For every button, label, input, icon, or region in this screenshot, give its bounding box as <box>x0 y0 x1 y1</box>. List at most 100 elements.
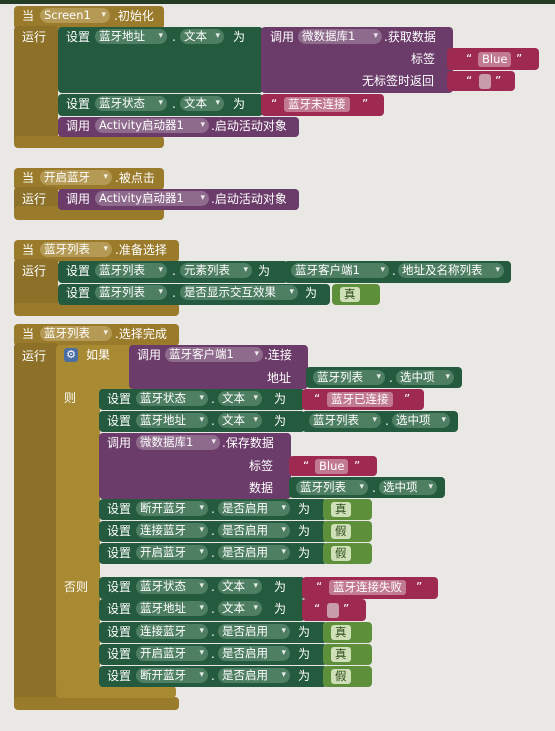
do-label: 运行 <box>22 30 47 44</box>
target-dropdown-open-bt[interactable]: 开启蓝牙 <box>136 646 208 661</box>
prop-dropdown-enabled[interactable]: 是否启用 <box>218 523 290 538</box>
notfound-label: 无标签时返回 <box>362 74 435 88</box>
logic-dropdown-true[interactable]: 真 <box>340 287 360 302</box>
target-dropdown-connect-bt[interactable]: 连接蓝牙 <box>136 624 208 639</box>
prop-dropdown-elements[interactable]: 元素列表 <box>180 263 252 278</box>
prop-dropdown-show-feedback[interactable]: 是否显示交互效果 <box>180 285 298 300</box>
target-dropdown-bt-address[interactable]: 蓝牙地址 <box>136 601 208 616</box>
quote-close: ” <box>416 580 423 594</box>
quote-close: ” <box>404 392 411 406</box>
component-dropdown-bt-list[interactable]: 蓝牙列表 <box>309 413 381 428</box>
to-label: 为 <box>233 97 246 111</box>
text-field-disconnected[interactable]: 蓝牙未连接 <box>284 97 350 112</box>
component-dropdown-activity1[interactable]: Activity启动器1 <box>95 118 209 133</box>
prop-dropdown-text[interactable]: 文本 <box>218 601 262 616</box>
target-dropdown-disconnect-bt[interactable]: 断开蓝牙 <box>136 668 208 683</box>
component-dropdown-bt-list[interactable]: 蓝牙列表 <box>296 480 368 495</box>
component-dropdown-screen1[interactable]: Screen1 <box>40 8 110 23</box>
to-label: 为 <box>298 524 311 538</box>
set-label: 设置 <box>107 414 132 428</box>
prop-dropdown-text[interactable]: 文本 <box>180 29 224 44</box>
prop-dropdown-enabled[interactable]: 是否启用 <box>218 545 290 560</box>
prop-dropdown-selection[interactable]: 选中项 <box>392 413 450 428</box>
set-label: 设置 <box>107 625 132 639</box>
text-field-connected[interactable]: 蓝牙已连接 <box>327 392 393 407</box>
data-label: 数据 <box>249 481 274 495</box>
prop-dropdown-text[interactable]: 文本 <box>218 391 262 406</box>
to-label: 为 <box>298 546 311 560</box>
dot-label: . <box>389 371 393 385</box>
set-label: 设置 <box>66 286 91 300</box>
component-dropdown-bt-client1[interactable]: 蓝牙客户端1 <box>165 347 263 362</box>
set-label: 设置 <box>66 264 91 278</box>
to-label: 为 <box>274 414 287 428</box>
target-dropdown-bt-address[interactable]: 蓝牙地址 <box>95 29 167 44</box>
target-dropdown-bt-status[interactable]: 蓝牙状态 <box>95 96 167 111</box>
prop-dropdown-enabled[interactable]: 是否启用 <box>218 646 290 661</box>
prop-dropdown-selection[interactable]: 选中项 <box>379 480 437 495</box>
set-label: 设置 <box>66 97 91 111</box>
target-dropdown-bt-address[interactable]: 蓝牙地址 <box>136 413 208 428</box>
prop-dropdown-text[interactable]: 文本 <box>218 579 262 594</box>
call-label: 调用 <box>66 119 91 133</box>
event-footer-bt-list-after <box>14 697 179 710</box>
logic-dropdown-false[interactable]: 假 <box>331 524 351 539</box>
logic-dropdown-true[interactable]: 真 <box>331 502 351 517</box>
tag-label: 标签 <box>411 52 436 66</box>
prop-dropdown-enabled[interactable]: 是否启用 <box>218 668 290 683</box>
target-dropdown-bt-status[interactable]: 蓝牙状态 <box>136 579 208 594</box>
prop-dropdown-text[interactable]: 文本 <box>180 96 224 111</box>
component-dropdown-bt-client1[interactable]: 蓝牙客户端1 <box>291 263 389 278</box>
dot-label: . <box>211 647 215 661</box>
target-dropdown-bt-list[interactable]: 蓝牙列表 <box>95 285 167 300</box>
logic-dropdown-true[interactable]: 真 <box>331 647 351 662</box>
text-field-empty[interactable] <box>479 74 491 89</box>
component-dropdown-bt-list[interactable]: 蓝牙列表 <box>40 326 112 341</box>
dot-label: . <box>172 30 176 44</box>
prop-dropdown-address-name-list[interactable]: 地址及名称列表 <box>398 263 504 278</box>
prop-dropdown-selection[interactable]: 选中项 <box>396 370 454 385</box>
target-dropdown-bt-list[interactable]: 蓝牙列表 <box>95 263 167 278</box>
prop-dropdown-enabled[interactable]: 是否启用 <box>218 501 290 516</box>
target-dropdown-connect-bt[interactable]: 连接蓝牙 <box>136 523 208 538</box>
text-field-empty[interactable] <box>327 603 339 618</box>
method-getvalue: .获取数据 <box>384 30 436 44</box>
component-dropdown-tinydb1[interactable]: 微数据库1 <box>136 435 220 450</box>
logic-dropdown-true[interactable]: 真 <box>331 625 351 640</box>
text-field-blue[interactable]: Blue <box>478 52 512 67</box>
quote-open: “ <box>316 580 323 594</box>
method-start-activity: .启动活动对象 <box>211 119 287 133</box>
text-field-blue[interactable]: Blue <box>315 459 349 474</box>
target-dropdown-disconnect-bt[interactable]: 断开蓝牙 <box>136 501 208 516</box>
prop-dropdown-enabled[interactable]: 是否启用 <box>218 624 290 639</box>
to-label: 为 <box>274 392 287 406</box>
gear-icon[interactable]: ⚙ <box>64 348 78 362</box>
top-bar <box>0 0 555 4</box>
if-label: 如果 <box>86 348 111 362</box>
dot-label: . <box>172 97 176 111</box>
quote-close: ” <box>495 74 502 88</box>
event-footer-bt-list-before <box>14 303 179 316</box>
text-field-connect-failed[interactable]: 蓝牙连接失败 <box>329 580 406 595</box>
call-label: 调用 <box>270 30 295 44</box>
logic-dropdown-false[interactable]: 假 <box>331 546 351 561</box>
call-label: 调用 <box>137 348 162 362</box>
component-dropdown-bt-list[interactable]: 蓝牙列表 <box>313 370 385 385</box>
target-dropdown-open-bt[interactable]: 开启蓝牙 <box>136 545 208 560</box>
component-dropdown-open-bt[interactable]: 开启蓝牙 <box>40 170 112 185</box>
target-dropdown-bt-status[interactable]: 蓝牙状态 <box>136 391 208 406</box>
component-dropdown-activity1[interactable]: Activity启动器1 <box>95 191 209 206</box>
do-label: 运行 <box>22 349 47 363</box>
to-label: 为 <box>305 286 318 300</box>
if-else-footer <box>56 686 176 698</box>
component-dropdown-tinydb1[interactable]: 微数据库1 <box>298 29 382 44</box>
prop-dropdown-text[interactable]: 文本 <box>218 413 262 428</box>
dot-label: . <box>211 392 215 406</box>
dot-label: . <box>172 286 176 300</box>
component-dropdown-bt-list[interactable]: 蓝牙列表 <box>40 242 112 257</box>
set-label: 设置 <box>107 502 132 516</box>
dot-label: . <box>211 602 215 616</box>
quote-open: “ <box>303 459 310 473</box>
logic-dropdown-false[interactable]: 假 <box>331 669 351 684</box>
set-label: 设置 <box>107 669 132 683</box>
